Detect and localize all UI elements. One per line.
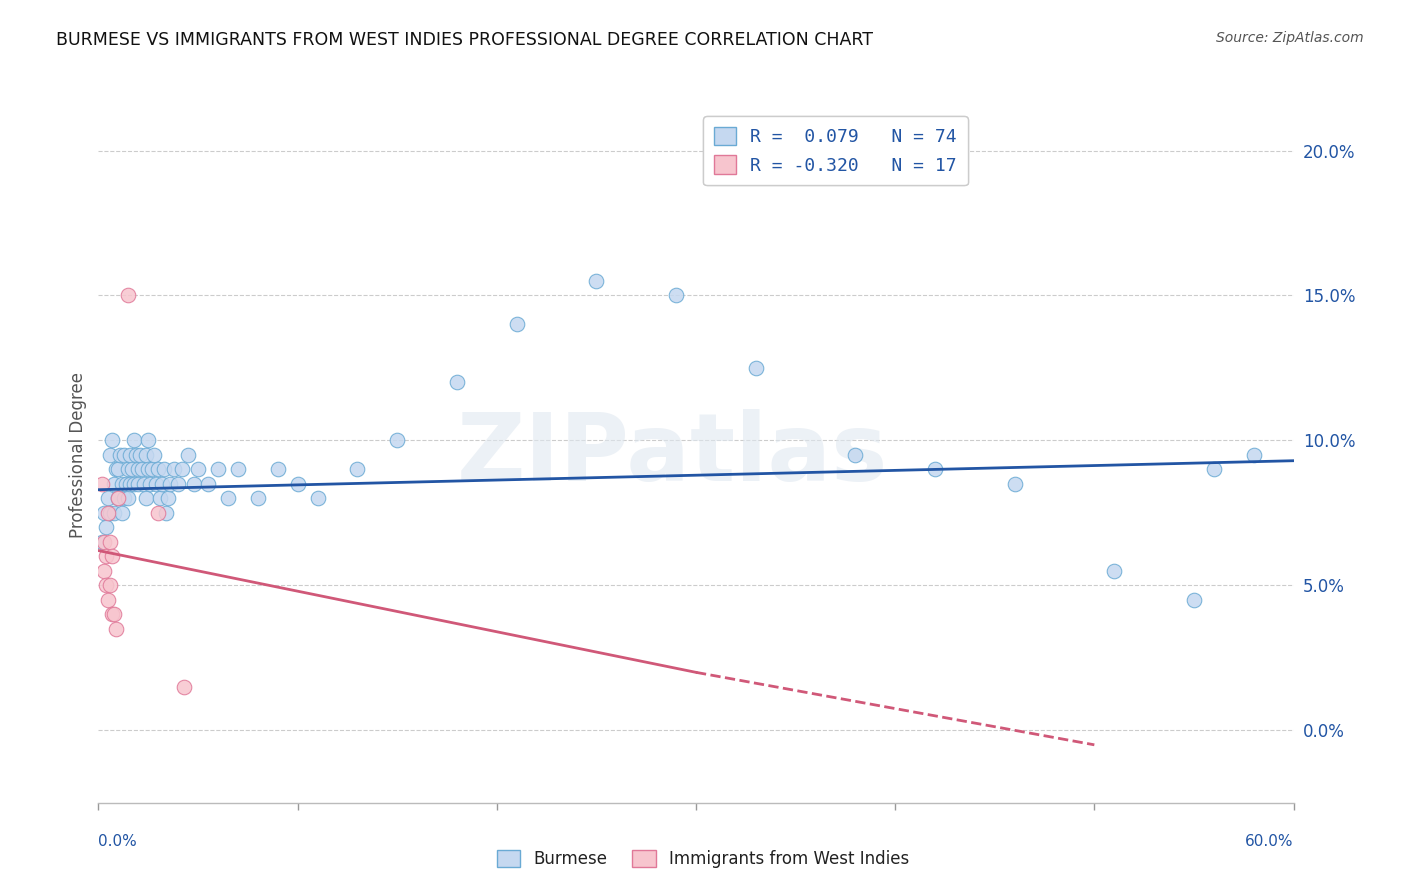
Text: 0.0%: 0.0% xyxy=(98,834,138,849)
Point xyxy=(125,448,148,462)
Point xyxy=(183,476,205,491)
Point xyxy=(924,462,946,476)
Point xyxy=(136,434,159,448)
Point xyxy=(197,476,219,491)
Point xyxy=(97,592,120,607)
Point xyxy=(112,448,135,462)
Point xyxy=(246,491,269,506)
Point xyxy=(120,476,142,491)
Point xyxy=(129,448,152,462)
Point xyxy=(1182,592,1205,607)
Point xyxy=(117,491,139,506)
Point xyxy=(103,476,125,491)
Point xyxy=(111,476,134,491)
Text: Source: ZipAtlas.com: Source: ZipAtlas.com xyxy=(1216,31,1364,45)
Point xyxy=(111,506,134,520)
Point xyxy=(217,491,239,506)
Point xyxy=(136,462,159,476)
Point xyxy=(1004,476,1026,491)
Point xyxy=(148,506,170,520)
Point xyxy=(157,491,180,506)
Point xyxy=(139,476,162,491)
Point xyxy=(124,434,146,448)
Point xyxy=(135,491,157,506)
Point xyxy=(143,448,166,462)
Point xyxy=(163,462,186,476)
Point xyxy=(167,476,190,491)
Point xyxy=(127,462,149,476)
Text: ZIPatlas: ZIPatlas xyxy=(457,409,887,501)
Point xyxy=(124,476,146,491)
Point xyxy=(91,534,114,549)
Point xyxy=(96,549,118,564)
Point xyxy=(107,462,129,476)
Point xyxy=(103,506,125,520)
Point xyxy=(115,476,138,491)
Point xyxy=(385,434,409,448)
Point xyxy=(134,476,156,491)
Point xyxy=(177,448,200,462)
Point xyxy=(446,376,468,390)
Point xyxy=(159,476,181,491)
Point xyxy=(121,462,143,476)
Point xyxy=(173,680,195,694)
Point xyxy=(96,520,118,534)
Point xyxy=(585,274,607,288)
Point xyxy=(844,448,866,462)
Point xyxy=(187,462,209,476)
Point xyxy=(141,462,163,476)
Point xyxy=(91,476,114,491)
Point xyxy=(93,534,115,549)
Point xyxy=(101,434,124,448)
Point xyxy=(745,361,768,376)
Point xyxy=(1202,462,1225,476)
Point xyxy=(506,318,529,332)
Point xyxy=(267,462,290,476)
Point xyxy=(98,448,122,462)
Point xyxy=(153,462,176,476)
Point xyxy=(117,462,139,476)
Point xyxy=(150,476,173,491)
Point xyxy=(96,578,118,592)
Point xyxy=(105,462,128,476)
Point xyxy=(207,462,229,476)
Point xyxy=(127,476,149,491)
Legend: R =  0.079   N = 74, R = -0.320   N = 17: R = 0.079 N = 74, R = -0.320 N = 17 xyxy=(703,116,967,186)
Point xyxy=(131,462,153,476)
Point xyxy=(107,491,129,506)
Point xyxy=(103,607,125,622)
Point xyxy=(112,491,135,506)
Point xyxy=(287,476,309,491)
Point xyxy=(101,607,124,622)
Point xyxy=(117,288,139,302)
Point xyxy=(93,506,115,520)
Point xyxy=(98,578,122,592)
Point xyxy=(97,506,120,520)
Point xyxy=(346,462,368,476)
Point xyxy=(101,549,124,564)
Point xyxy=(97,491,120,506)
Point xyxy=(98,534,122,549)
Point xyxy=(105,622,128,636)
Point xyxy=(93,564,115,578)
Legend: Burmese, Immigrants from West Indies: Burmese, Immigrants from West Indies xyxy=(491,843,915,875)
Point xyxy=(665,288,688,302)
Point xyxy=(226,462,249,476)
Point xyxy=(120,448,142,462)
Point xyxy=(107,491,129,506)
Point xyxy=(1102,564,1125,578)
Text: 60.0%: 60.0% xyxy=(1246,834,1294,849)
Text: BURMESE VS IMMIGRANTS FROM WEST INDIES PROFESSIONAL DEGREE CORRELATION CHART: BURMESE VS IMMIGRANTS FROM WEST INDIES P… xyxy=(56,31,873,49)
Point xyxy=(110,448,132,462)
Point xyxy=(148,462,170,476)
Point xyxy=(98,506,122,520)
Point xyxy=(135,448,157,462)
Y-axis label: Professional Degree: Professional Degree xyxy=(69,372,87,538)
Point xyxy=(145,476,167,491)
Point xyxy=(1243,448,1265,462)
Point xyxy=(155,506,177,520)
Point xyxy=(172,462,194,476)
Point xyxy=(307,491,329,506)
Point xyxy=(149,491,172,506)
